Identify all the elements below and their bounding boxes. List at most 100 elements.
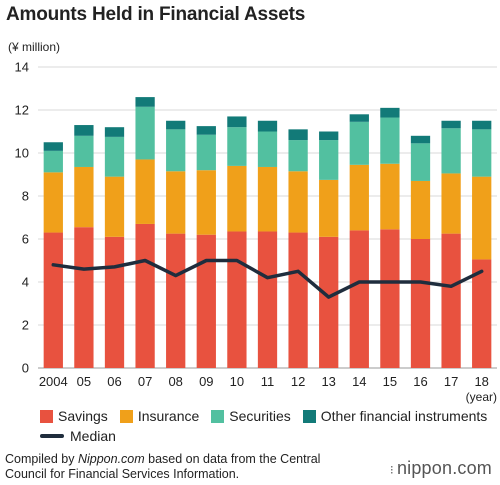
legend-label-insurance: Insurance — [137, 408, 200, 424]
x-tick-label: 06 — [107, 374, 121, 389]
legend-label-securities: Securities — [229, 408, 291, 424]
x-tick-labels: 2004 05 06 07 08 09 10 11 12 13 14 15 16 17 18 — [39, 374, 489, 389]
x-tick-label: 18 — [474, 374, 488, 389]
median-line-group — [51, 258, 484, 299]
bar-segment-other — [196, 126, 216, 135]
legend-item-savings: Savings — [40, 408, 108, 424]
bar-segment-securities — [227, 127, 247, 166]
bar-segment-other — [410, 135, 431, 144]
bar-segment-other — [104, 127, 125, 137]
bar-segment-securities — [196, 134, 216, 171]
legend-item-securities: Securities — [211, 408, 291, 424]
bar-segment-securities — [288, 140, 308, 172]
bar-segment-insurance — [227, 165, 247, 232]
bar-segment-savings — [349, 230, 369, 368]
y-tick-label: 12 — [15, 103, 29, 118]
source-suffix: based on data from the Central Council f… — [5, 452, 321, 481]
legend-label-median: Median — [70, 428, 116, 444]
bar-segment-securities — [166, 129, 186, 172]
bar-segment-savings — [74, 227, 94, 368]
bar-segment-other — [43, 142, 63, 151]
bar-segment-savings — [380, 229, 400, 368]
bar-segment-securities — [441, 128, 461, 174]
source-site: Nippon.com — [77, 452, 145, 466]
bar-segment-other — [227, 116, 247, 128]
bar-segment-securities — [257, 131, 278, 167]
x-tick-label: 10 — [230, 374, 244, 389]
legend-row-bars: Savings Insurance Securities Other finan… — [40, 406, 500, 426]
legend-swatch-median — [40, 434, 64, 438]
x-tick-label: 13 — [321, 374, 335, 389]
chart-title: Amounts Held in Financial Assets — [6, 4, 306, 25]
bar-segment-insurance — [380, 163, 400, 230]
y-tick-label: 2 — [22, 318, 29, 333]
y-tick-label: 4 — [22, 275, 29, 290]
legend-item-median: Median — [40, 428, 116, 444]
bar-segment-savings — [410, 239, 431, 368]
bar-segment-other — [288, 129, 308, 141]
bar-segment-insurance — [166, 171, 186, 234]
brand-mark-icon: ⁝ — [389, 463, 394, 477]
bar-segment-insurance — [196, 170, 216, 235]
x-tick-label: 17 — [444, 374, 458, 389]
legend-swatch-other — [302, 409, 316, 423]
bar-segment-insurance — [288, 171, 308, 233]
bar-segment-insurance — [104, 176, 125, 237]
legend-swatch-insurance — [119, 409, 133, 423]
legend-label-other: Other financial instruments — [320, 408, 488, 424]
bar-segment-securities — [135, 106, 155, 160]
bar-segment-securities — [43, 150, 63, 173]
bar-segment-insurance — [349, 164, 369, 231]
bar-segment-insurance — [43, 172, 63, 233]
legend-swatch-savings — [40, 409, 53, 423]
bar-segment-securities — [380, 117, 400, 164]
y-tick-label: 10 — [15, 146, 29, 161]
bar-segment-savings — [257, 231, 278, 368]
bar-segment-insurance — [74, 166, 94, 228]
bar-segment-savings — [166, 233, 186, 368]
x-tick-label: 07 — [138, 374, 152, 389]
x-tick-label: 16 — [413, 374, 427, 389]
legend-item-insurance: Insurance — [119, 408, 200, 424]
bar-segment-other — [472, 120, 492, 130]
y-tick-label: 8 — [22, 189, 29, 204]
y-axis-label: (¥ million) — [8, 40, 60, 54]
bar-segment-insurance — [410, 180, 431, 239]
legend: Savings Insurance Securities Other finan… — [40, 406, 500, 446]
x-tick-label: 2004 — [39, 374, 68, 389]
legend-swatch-securities — [211, 409, 225, 423]
legend-label-savings: Savings — [58, 408, 108, 424]
bar-segment-securities — [319, 140, 339, 180]
bar-segment-savings — [196, 234, 216, 368]
median-line — [51, 258, 484, 299]
bar-segment-other — [166, 120, 186, 130]
legend-item-other: Other financial instruments — [302, 408, 488, 424]
x-tick-label: 12 — [291, 374, 305, 389]
bar-segment-savings — [43, 232, 63, 368]
bar-segment-securities — [410, 143, 431, 181]
bar-segment-other — [74, 125, 94, 136]
stacked-bars — [43, 97, 492, 368]
bar-segment-securities — [472, 129, 492, 177]
legend-row-line: Median — [40, 426, 500, 446]
x-axis-label: (year) — [466, 390, 497, 404]
chart: (¥ million) 0 2 4 6 8 10 12 14 2004 05 06 07 08 09 10… — [8, 40, 497, 404]
bar-segment-securities — [104, 136, 125, 177]
bar-segment-savings — [441, 233, 461, 368]
bar-segment-other — [380, 107, 400, 118]
bar-segment-insurance — [319, 179, 339, 237]
bar-segment-securities — [349, 121, 369, 165]
brand-logo: ⁝ nippon.com — [390, 458, 492, 479]
bar-segment-securities — [74, 135, 94, 167]
y-tick-label: 14 — [15, 60, 29, 75]
x-tick-label: 14 — [352, 374, 366, 389]
bar-segment-insurance — [135, 159, 155, 224]
bar-segment-other — [319, 131, 339, 141]
brand-name: nippon.com — [396, 458, 492, 478]
bar-segment-other — [135, 97, 155, 107]
y-tick-labels: 0 2 4 6 8 10 12 14 — [15, 60, 29, 376]
bar-segment-savings — [288, 232, 308, 368]
source-prefix: Compiled by — [5, 452, 78, 466]
x-tick-label: 09 — [199, 374, 213, 389]
y-tick-label: 0 — [22, 361, 29, 376]
